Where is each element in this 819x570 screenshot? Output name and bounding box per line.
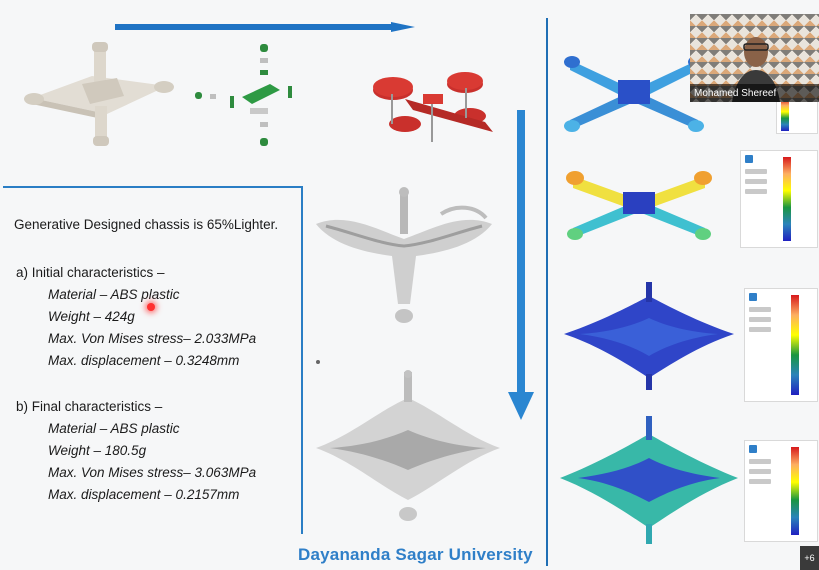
final-weight: Weight – 180.5g [48, 443, 147, 458]
legend-panel-4 [744, 440, 818, 542]
legend-panel-3 [744, 288, 818, 402]
initial-material: Material – ABS plastic [48, 287, 180, 302]
preserve-geometry-model [195, 44, 292, 146]
final-material: Material – ABS plastic [48, 421, 180, 436]
initial-stress-simulation [564, 56, 704, 132]
final-displacement-simulation [560, 416, 738, 544]
participant-name: Mohamed Shereef [694, 88, 777, 99]
final-stress-simulation [564, 282, 734, 390]
slide-divider [546, 18, 548, 566]
legend-panel-2 [740, 150, 818, 248]
final-characteristics-heading: b) Final characteristics – [16, 399, 163, 414]
final-displacement: Max. displacement – 0.2157mm [48, 487, 240, 502]
initial-displacement-simulation [566, 171, 712, 240]
initial-weight: Weight – 424g [48, 309, 135, 324]
participants-overflow-badge[interactable]: +6 [800, 546, 819, 570]
generative-design-outcome-1 [316, 187, 492, 323]
legend-panel-1 [776, 96, 818, 134]
right-arrow-icon [115, 22, 415, 32]
initial-stress: Max. Von Mises stress– 2.033MPa [48, 331, 257, 346]
cursor-dot-icon [316, 360, 320, 364]
university-footer: Dayananda Sagar University [298, 545, 533, 564]
participant-video-tile[interactable]: Mohamed Shereef [690, 14, 819, 102]
obstacle-geometry-model [373, 72, 493, 142]
generative-design-outcome-2 [316, 370, 500, 521]
down-arrow-icon [508, 110, 534, 420]
final-stress: Max. Von Mises stress– 3.063MPa [48, 465, 257, 480]
headline-text: Generative Designed chassis is 65%Lighte… [14, 217, 279, 232]
initial-chassis-model [24, 42, 174, 146]
initial-displacement: Max. displacement – 0.3248mm [48, 353, 240, 368]
participant-nameplate [690, 84, 819, 102]
characteristics-panel [3, 186, 303, 534]
initial-characteristics-heading: a) Initial characteristics – [16, 265, 165, 280]
laser-pointer-icon [147, 303, 155, 311]
